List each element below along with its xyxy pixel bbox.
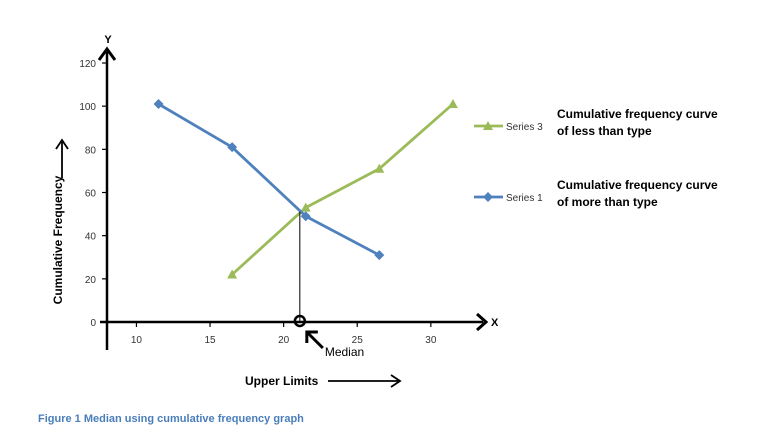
series-point bbox=[447, 99, 458, 109]
y-axis-letter: Y bbox=[104, 34, 112, 46]
series-point bbox=[227, 142, 238, 153]
x-axis-ticks: 10 15 20 25 30 bbox=[131, 322, 437, 346]
legend-description: of more than type bbox=[557, 195, 658, 209]
legend-series-name: Series 1 bbox=[506, 193, 543, 204]
y-tick-label: 20 bbox=[85, 275, 97, 286]
legend: Series 3 Cumulative frequency curve of les… bbox=[474, 107, 718, 209]
x-tick-label: 25 bbox=[352, 335, 364, 346]
series-line-2 bbox=[157, 102, 380, 257]
y-tick-label: 0 bbox=[90, 318, 96, 329]
y-label-arrow-icon bbox=[55, 138, 69, 150]
y-axis-label: Cumulative Frequency bbox=[51, 175, 65, 304]
y-axis-ticks: 0 20 40 60 80 100 120 bbox=[79, 59, 107, 329]
y-tick-label: 60 bbox=[85, 189, 97, 200]
series-line-1 bbox=[231, 102, 454, 276]
median-circle-icon bbox=[293, 314, 307, 328]
y-tick-label: 120 bbox=[79, 59, 96, 70]
series-point bbox=[374, 250, 385, 261]
series-point bbox=[227, 269, 238, 279]
x-tick-label: 20 bbox=[278, 335, 290, 346]
y-tick-label: 80 bbox=[85, 145, 97, 156]
series-point bbox=[300, 211, 311, 222]
series-layer bbox=[153, 99, 458, 279]
x-label-arrow-icon bbox=[390, 374, 402, 388]
y-tick-label: 100 bbox=[79, 102, 96, 113]
legend-description: Cumulative frequency curve bbox=[557, 178, 718, 192]
x-tick-label: 15 bbox=[204, 335, 216, 346]
chart-svg: 0 20 40 60 80 100 120 10 15 20 25 30 Y X Cumulativ… bbox=[51, 34, 718, 388]
legend-marker bbox=[483, 121, 493, 130]
median-annotation: Median bbox=[293, 211, 364, 359]
y-axis-arrow-icon bbox=[97, 46, 117, 61]
series-point bbox=[374, 163, 385, 173]
series-point bbox=[300, 202, 311, 212]
x-tick-label: 10 bbox=[131, 335, 143, 346]
legend-description: of less than type bbox=[557, 124, 652, 138]
x-axis-label: Upper Limits bbox=[245, 374, 319, 388]
x-axis-letter: X bbox=[491, 317, 499, 329]
x-tick-label: 30 bbox=[425, 335, 437, 346]
median-arrow-icon bbox=[305, 330, 318, 343]
median-label: Median bbox=[325, 345, 364, 359]
series-point bbox=[153, 99, 164, 110]
legend-description: Cumulative frequency curve bbox=[557, 107, 718, 121]
x-axis-arrow-icon bbox=[476, 312, 489, 332]
figure-caption: Figure 1 Median using cumulative frequen… bbox=[38, 413, 304, 425]
legend-series-name: Series 3 bbox=[506, 122, 543, 133]
legend-marker bbox=[483, 192, 493, 202]
y-tick-label: 40 bbox=[85, 232, 97, 243]
median-arrow-shaft bbox=[306, 331, 324, 350]
